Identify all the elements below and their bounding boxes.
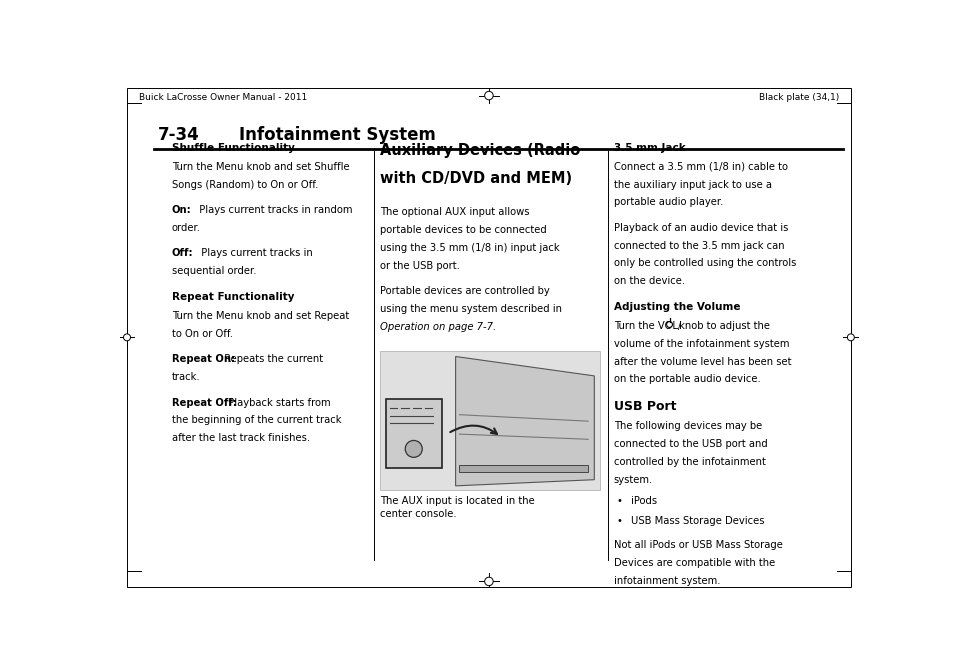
Bar [385,399,441,468]
Text: or the USB port.: or the USB port. [380,261,459,271]
Text: portable devices to be connected: portable devices to be connected [380,225,547,235]
Text: Plays current tracks in: Plays current tracks in [195,248,313,259]
Text: The AUX input is located in the
center console.: The AUX input is located in the center c… [380,496,535,519]
Text: sequential order.: sequential order. [172,266,256,276]
Text: Turn the VOL/: Turn the VOL/ [613,321,683,331]
Text: Connect a 3.5 mm (1/8 in) cable to: Connect a 3.5 mm (1/8 in) cable to [613,162,787,172]
Text: Playback starts from: Playback starts from [222,397,331,407]
Text: volume of the infotainment system: volume of the infotainment system [613,339,788,349]
Text: iPods: iPods [630,496,657,506]
Text: 7-34: 7-34 [158,126,199,144]
Text: infotainment system.: infotainment system. [613,576,720,586]
Text: Devices are compatible with the: Devices are compatible with the [613,558,774,568]
Text: after the volume level has been set: after the volume level has been set [613,357,790,367]
Text: only be controlled using the controls: only be controlled using the controls [613,259,795,269]
Text: using the 3.5 mm (1/8 in) input jack: using the 3.5 mm (1/8 in) input jack [380,243,559,253]
Text: •: • [616,516,621,526]
Text: to On or Off.: to On or Off. [172,329,233,339]
Circle shape [123,334,131,341]
Bar [380,351,599,490]
Text: Songs (Random) to On or Off.: Songs (Random) to On or Off. [172,180,318,190]
Text: the beginning of the current track: the beginning of the current track [172,415,341,426]
Text: Operation on page 7-7.: Operation on page 7-7. [380,322,496,332]
Text: controlled by the infotainment: controlled by the infotainment [613,457,764,467]
Text: Repeat On:: Repeat On: [172,354,234,364]
Text: Infotainment System: Infotainment System [239,126,436,144]
Text: on the portable audio device.: on the portable audio device. [613,375,760,385]
Text: Turn the Menu knob and set Shuffle: Turn the Menu knob and set Shuffle [172,162,349,172]
Text: Auxiliary Devices (Radio: Auxiliary Devices (Radio [380,142,580,158]
Circle shape [846,334,854,341]
Text: the auxiliary input jack to use a: the auxiliary input jack to use a [613,180,771,190]
Text: with CD/DVD and MEM): with CD/DVD and MEM) [380,171,572,186]
Text: Adjusting the Volume: Adjusting the Volume [613,302,740,312]
Text: after the last track finishes.: after the last track finishes. [172,433,310,443]
Circle shape [405,440,422,458]
Text: Black plate (34,1): Black plate (34,1) [759,94,839,102]
Text: Off:: Off: [172,248,193,259]
Text: Playback of an audio device that is: Playback of an audio device that is [613,223,787,233]
Circle shape [666,321,672,327]
Text: Plays current tracks in random: Plays current tracks in random [193,205,352,215]
Text: Repeat Functionality: Repeat Functionality [172,292,294,302]
Text: The following devices may be: The following devices may be [613,422,761,432]
Polygon shape [456,357,594,486]
Text: Turn the Menu knob and set Repeat: Turn the Menu knob and set Repeat [172,311,349,321]
Text: Repeats the current: Repeats the current [218,354,323,364]
Bar [459,465,587,472]
Circle shape [484,92,493,100]
Text: using the menu system described in: using the menu system described in [380,304,562,314]
Text: portable audio player.: portable audio player. [613,197,722,207]
Text: •: • [616,496,621,506]
Text: connected to the USB port and: connected to the USB port and [613,439,766,449]
Text: The optional AUX input allows: The optional AUX input allows [380,207,529,217]
Text: Buick LaCrosse Owner Manual - 2011: Buick LaCrosse Owner Manual - 2011 [138,94,307,102]
Text: knob to adjust the: knob to adjust the [675,321,769,331]
Text: track.: track. [172,372,200,382]
Text: Shuffle Functionality: Shuffle Functionality [172,142,294,152]
Text: On:: On: [172,205,192,215]
Text: Repeat Off:: Repeat Off: [172,397,236,407]
Text: USB Mass Storage Devices: USB Mass Storage Devices [630,516,763,526]
Text: Portable devices are controlled by: Portable devices are controlled by [380,286,550,296]
Text: system.: system. [613,475,652,485]
Text: connected to the 3.5 mm jack can: connected to the 3.5 mm jack can [613,240,783,250]
Text: Not all iPods or USB Mass Storage: Not all iPods or USB Mass Storage [613,540,781,550]
Text: USB Port: USB Port [613,400,676,413]
Circle shape [484,577,493,586]
Text: order.: order. [172,223,201,233]
Text: 3.5 mm Jack: 3.5 mm Jack [613,142,685,152]
Text: on the device.: on the device. [613,277,684,287]
